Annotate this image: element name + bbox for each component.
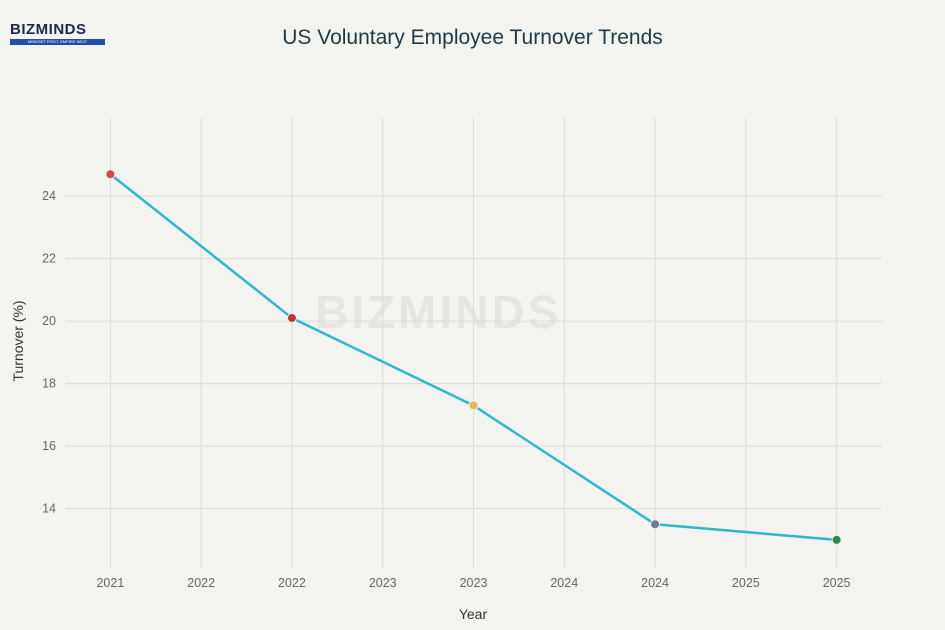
data-point [105,169,116,180]
y-tick-label: 22 [42,252,56,266]
y-tick-label: 18 [42,377,56,391]
chart-title: US Voluntary Employee Turnover Trends [282,26,663,49]
x-tick-label: 2025 [823,576,851,590]
y-tick-label: 20 [42,314,56,328]
data-point [286,313,297,323]
data-point [650,519,661,530]
x-tick-label: 2024 [550,576,578,590]
y-axis-label: Turnover (%) [10,300,26,381]
x-tick-label: 2025 [732,576,760,590]
x-axis-label: Year [459,606,488,622]
x-tick-label: 2023 [369,576,397,590]
data-point [831,534,842,545]
logo: BIZMINDS MINDSET FIRST, EMPIRE NEXT [10,22,105,45]
x-tick-label: 2024 [641,576,669,590]
x-tick-label: 2023 [460,576,488,590]
logo-text: BIZMINDS [10,21,87,38]
data-point [468,400,479,411]
logo-tagline: MINDSET FIRST, EMPIRE NEXT [10,39,105,45]
y-tick-label: 16 [42,439,56,453]
y-tick-label: 14 [42,502,56,516]
x-tick-label: 2022 [187,576,215,590]
x-tick-label: 2022 [278,576,306,590]
x-tick-label: 2021 [96,576,124,590]
watermark: BIZMINDS [315,286,562,338]
y-tick-label: 24 [42,189,56,203]
